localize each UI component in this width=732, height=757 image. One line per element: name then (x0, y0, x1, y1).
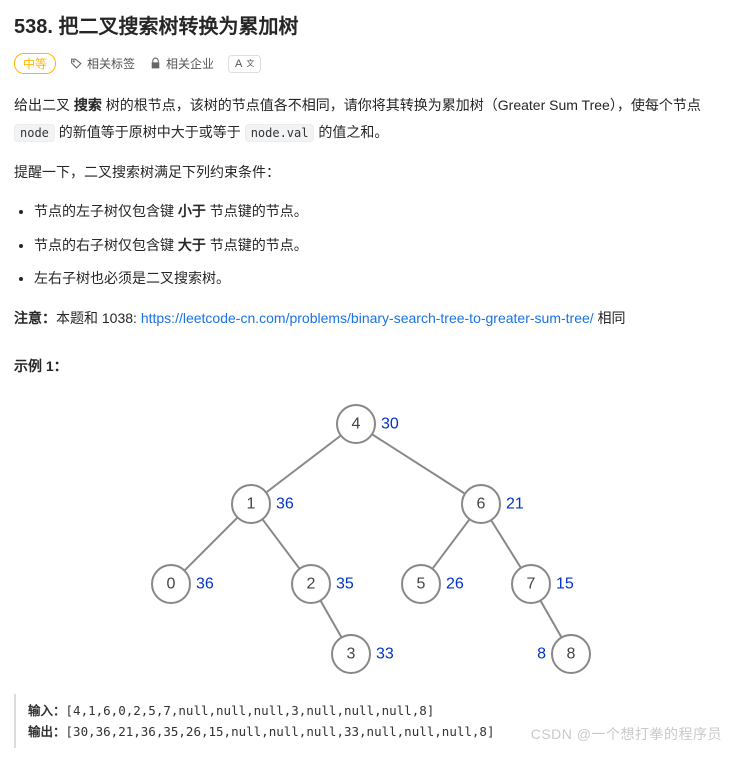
svg-text:1: 1 (247, 495, 256, 512)
inline-code: node.val (245, 124, 315, 142)
inline-code: node (14, 124, 55, 142)
text: 节点键的节点。 (206, 237, 308, 253)
text: 节点的左子树仅包含键 (34, 203, 178, 219)
font-icon-sub: 文 (246, 58, 254, 69)
list-item: 节点的右子树仅包含键 大于 节点键的节点。 (34, 234, 718, 258)
io-block: 输入：[4,1,6,0,2,5,7,null,null,null,3,null,… (14, 694, 718, 749)
reference-link[interactable]: https://leetcode-cn.com/problems/binary-… (141, 310, 594, 326)
list-item: 左右子树也必须是二叉搜索树。 (34, 267, 718, 291)
text: 节点键的节点。 (206, 203, 308, 219)
text: 的新值等于原树中大于或等于 (55, 124, 245, 140)
output-label: 输出： (28, 724, 66, 739)
svg-text:30: 30 (381, 415, 399, 432)
svg-text:36: 36 (276, 495, 294, 512)
companies-button[interactable]: 相关企业 (149, 53, 214, 74)
input-value: [4,1,6,0,2,5,7,null,null,null,3,null,nul… (66, 703, 435, 718)
svg-text:5: 5 (417, 575, 426, 592)
svg-text:35: 35 (336, 575, 354, 592)
output-value: [30,36,21,36,35,26,15,null,null,null,33,… (66, 724, 495, 739)
tag-icon (70, 57, 83, 70)
tags-label: 相关标签 (87, 55, 135, 72)
conditions-list: 节点的左子树仅包含键 小于 节点键的节点。 节点的右子树仅包含键 大于 节点键的… (14, 200, 718, 291)
text: 相同 (594, 310, 626, 326)
text: 本题和 1038: (56, 310, 141, 326)
svg-text:6: 6 (477, 495, 486, 512)
svg-text:0: 0 (167, 575, 176, 592)
text: 树的根节点，该树的节点值各不相同，请你将其转换为累加树（Greater Sum … (102, 97, 701, 113)
svg-text:26: 26 (446, 575, 464, 592)
tree-svg: 43013662103623552671533388 (136, 394, 596, 674)
input-label: 输入： (28, 703, 66, 718)
text-bold: 大于 (178, 237, 206, 253)
lock-icon (149, 57, 162, 70)
meta-row: 中等 相关标签 相关企业 A文 (14, 53, 718, 74)
svg-text:8: 8 (567, 645, 576, 662)
tags-button[interactable]: 相关标签 (70, 53, 135, 74)
svg-text:4: 4 (352, 415, 361, 432)
companies-label: 相关企业 (166, 55, 214, 72)
page-title: 538. 把二叉搜索树转换为累加树 (14, 10, 718, 39)
svg-text:3: 3 (347, 645, 356, 662)
description-p2: 提醒一下，二叉搜索树满足下列约束条件： (14, 159, 718, 186)
font-size-button[interactable]: A文 (228, 55, 261, 73)
description-p1: 给出二叉 搜索 树的根节点，该树的节点值各不相同，请你将其转换为累加树（Grea… (14, 92, 718, 145)
svg-text:7: 7 (527, 575, 536, 592)
text: 的值之和。 (314, 124, 388, 140)
list-item: 节点的左子树仅包含键 小于 节点键的节点。 (34, 200, 718, 224)
svg-text:15: 15 (556, 575, 574, 592)
svg-text:2: 2 (307, 575, 316, 592)
svg-text:21: 21 (506, 495, 524, 512)
text: 节点的右子树仅包含键 (34, 237, 178, 253)
difficulty-badge: 中等 (14, 53, 56, 74)
text-bold: 搜索 (74, 97, 102, 113)
svg-text:33: 33 (376, 645, 394, 662)
note-label: 注意： (14, 310, 56, 326)
text-bold: 小于 (178, 203, 206, 219)
font-icon: A (235, 58, 242, 70)
example-label: 示例 1： (14, 356, 718, 376)
svg-text:36: 36 (196, 575, 214, 592)
note: 注意：本题和 1038: https://leetcode-cn.com/pro… (14, 305, 718, 332)
svg-text:8: 8 (537, 645, 546, 662)
text: 给出二叉 (14, 97, 74, 113)
tree-diagram: 43013662103623552671533388 (14, 394, 718, 674)
